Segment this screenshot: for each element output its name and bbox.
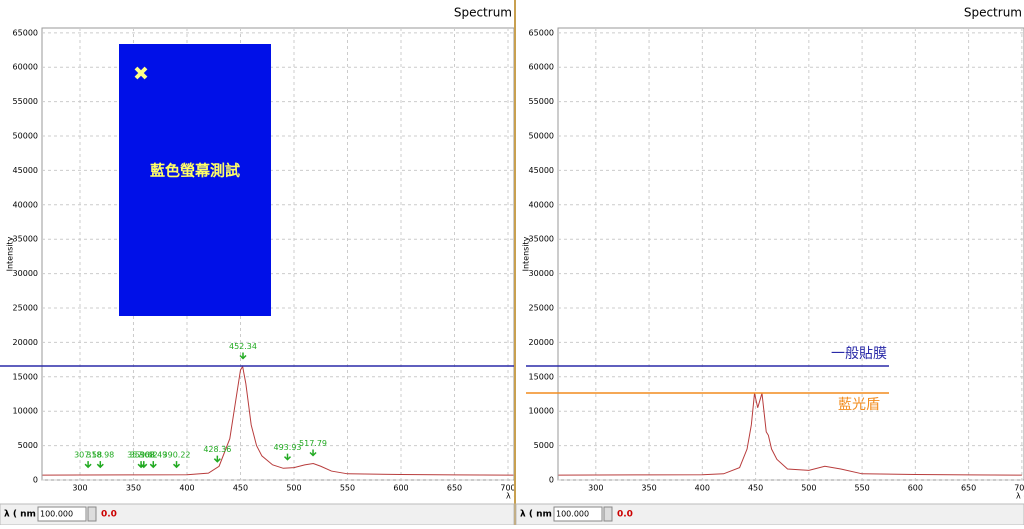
- peak-marker: [140, 461, 148, 469]
- peak-marker: [172, 461, 181, 469]
- peak-label: 452.34: [229, 342, 257, 351]
- x-tick-label: 650: [447, 484, 462, 493]
- spinner[interactable]: [87, 506, 97, 522]
- peak-label: 368.49: [139, 451, 167, 460]
- chart-title: Spectrum: [454, 6, 512, 20]
- peak-label: 428.36: [203, 445, 231, 454]
- x-tick-label: 700: [500, 484, 515, 493]
- x-tick-label: 650: [961, 484, 976, 493]
- x-tick-label: 400: [695, 484, 710, 493]
- plot-frame: [557, 27, 1024, 481]
- y-tick-label: 65000: [13, 28, 38, 37]
- peak-label: 307.58: [74, 451, 102, 460]
- y-tick-label: 10000: [529, 407, 554, 416]
- y-tick-label: 0: [33, 476, 38, 485]
- y-tick-label: 60000: [529, 63, 554, 72]
- y-tick-label: 65000: [529, 28, 554, 37]
- x-tick-label: 450: [233, 484, 248, 493]
- peak-label: 517.79: [299, 439, 327, 448]
- offset-value: 0.0: [101, 510, 117, 520]
- y-tick-label: 20000: [529, 338, 554, 347]
- peak-marker: [96, 461, 104, 469]
- wavelength-input[interactable]: [37, 506, 87, 522]
- toolbar-label: λ ( nm ): [4, 510, 43, 520]
- y-tick-label: 40000: [529, 200, 554, 209]
- y-tick-label: 30000: [529, 269, 554, 278]
- reference-label: 藍光盾: [838, 397, 880, 413]
- y-axis-label: Intensity: [522, 236, 531, 271]
- y-tick-label: 50000: [13, 132, 38, 141]
- x-tick-label: 450: [748, 484, 763, 493]
- peak-marker: [309, 449, 317, 457]
- close-icon[interactable]: [134, 66, 148, 80]
- y-tick-label: 60000: [13, 63, 38, 72]
- peak-marker: [84, 461, 92, 469]
- y-tick-label: 0: [549, 476, 554, 485]
- peak-label: 493.93: [274, 443, 302, 452]
- chart-title: Spectrum: [964, 6, 1022, 20]
- x-tick-label: 600: [393, 484, 408, 493]
- peak-label: 318.98: [86, 451, 114, 460]
- toolbars: λ ( nm )100.000 0.0 λ ( nm )100.000 0.0: [0, 503, 1024, 526]
- x-tick-label: 300: [588, 484, 603, 493]
- x-axis-label: λ (: [506, 492, 516, 501]
- wavelength-value: 100.000: [556, 510, 589, 519]
- x-tick-label: 600: [908, 484, 923, 493]
- overlay-text: 藍色螢幕測試: [150, 162, 240, 180]
- wavelength-value: 100.000: [40, 510, 73, 519]
- panel-bg: [516, 0, 1024, 503]
- reference-label: 一般貼膜: [831, 346, 887, 362]
- y-tick-label: 35000: [529, 235, 554, 244]
- offset-value: 0.0: [617, 510, 633, 520]
- y-tick-label: 15000: [529, 372, 554, 381]
- peak-label: 357.08: [127, 451, 155, 460]
- y-tick-label: 55000: [529, 97, 554, 106]
- right-panel: Spectrum 0 5000 10000 15000 20000 25000 30000 35…: [516, 0, 1024, 503]
- overlay-box: [119, 44, 271, 316]
- overlay: 藍色螢幕測試: [119, 44, 271, 316]
- y-tick-label: 50000: [529, 132, 554, 141]
- y-tick-label: 35000: [13, 235, 38, 244]
- wavelength-input[interactable]: [553, 506, 603, 522]
- y-tick-label: 25000: [13, 304, 38, 313]
- y-tick-label: 10000: [13, 407, 38, 416]
- x-tick-label: 400: [179, 484, 194, 493]
- peak-marker: [149, 461, 157, 469]
- y-tick-label: 45000: [13, 166, 38, 175]
- x-tick-label: 500: [286, 484, 301, 493]
- x-tick-label: 350: [126, 484, 141, 493]
- peak-marker: [213, 455, 221, 463]
- y-tick-label: 15000: [13, 372, 38, 381]
- spectrum-line: [42, 365, 514, 476]
- x-tick-label: 300: [72, 484, 87, 493]
- x-tick-label: 500: [801, 484, 816, 493]
- y-tick-label: 55000: [13, 97, 38, 106]
- peak-marker: [283, 453, 292, 461]
- x-axis-label: λ (: [1016, 492, 1024, 501]
- x-tick-label: 550: [340, 484, 355, 493]
- y-tick-label: 45000: [529, 166, 554, 175]
- y-tick-label: 5000: [534, 441, 554, 450]
- x-tick-label: 350: [641, 484, 656, 493]
- peak-label: 359.62: [130, 451, 158, 460]
- y-tick-label: 25000: [529, 304, 554, 313]
- x-tick-label: 550: [854, 484, 869, 493]
- y-tick-label: 20000: [13, 338, 38, 347]
- toolbar-label: λ ( nm ): [520, 510, 559, 520]
- y-tick-label: 40000: [13, 200, 38, 209]
- y-tick-label: 30000: [13, 269, 38, 278]
- spinner[interactable]: [603, 506, 613, 522]
- x-tick-label: 700: [1014, 484, 1024, 493]
- y-tick-label: 5000: [18, 441, 38, 450]
- spectrum-line: [558, 393, 1022, 476]
- peak-marker: [239, 352, 247, 360]
- y-axis-label: Intensity: [6, 236, 15, 271]
- peak-label: 390.22: [163, 451, 191, 460]
